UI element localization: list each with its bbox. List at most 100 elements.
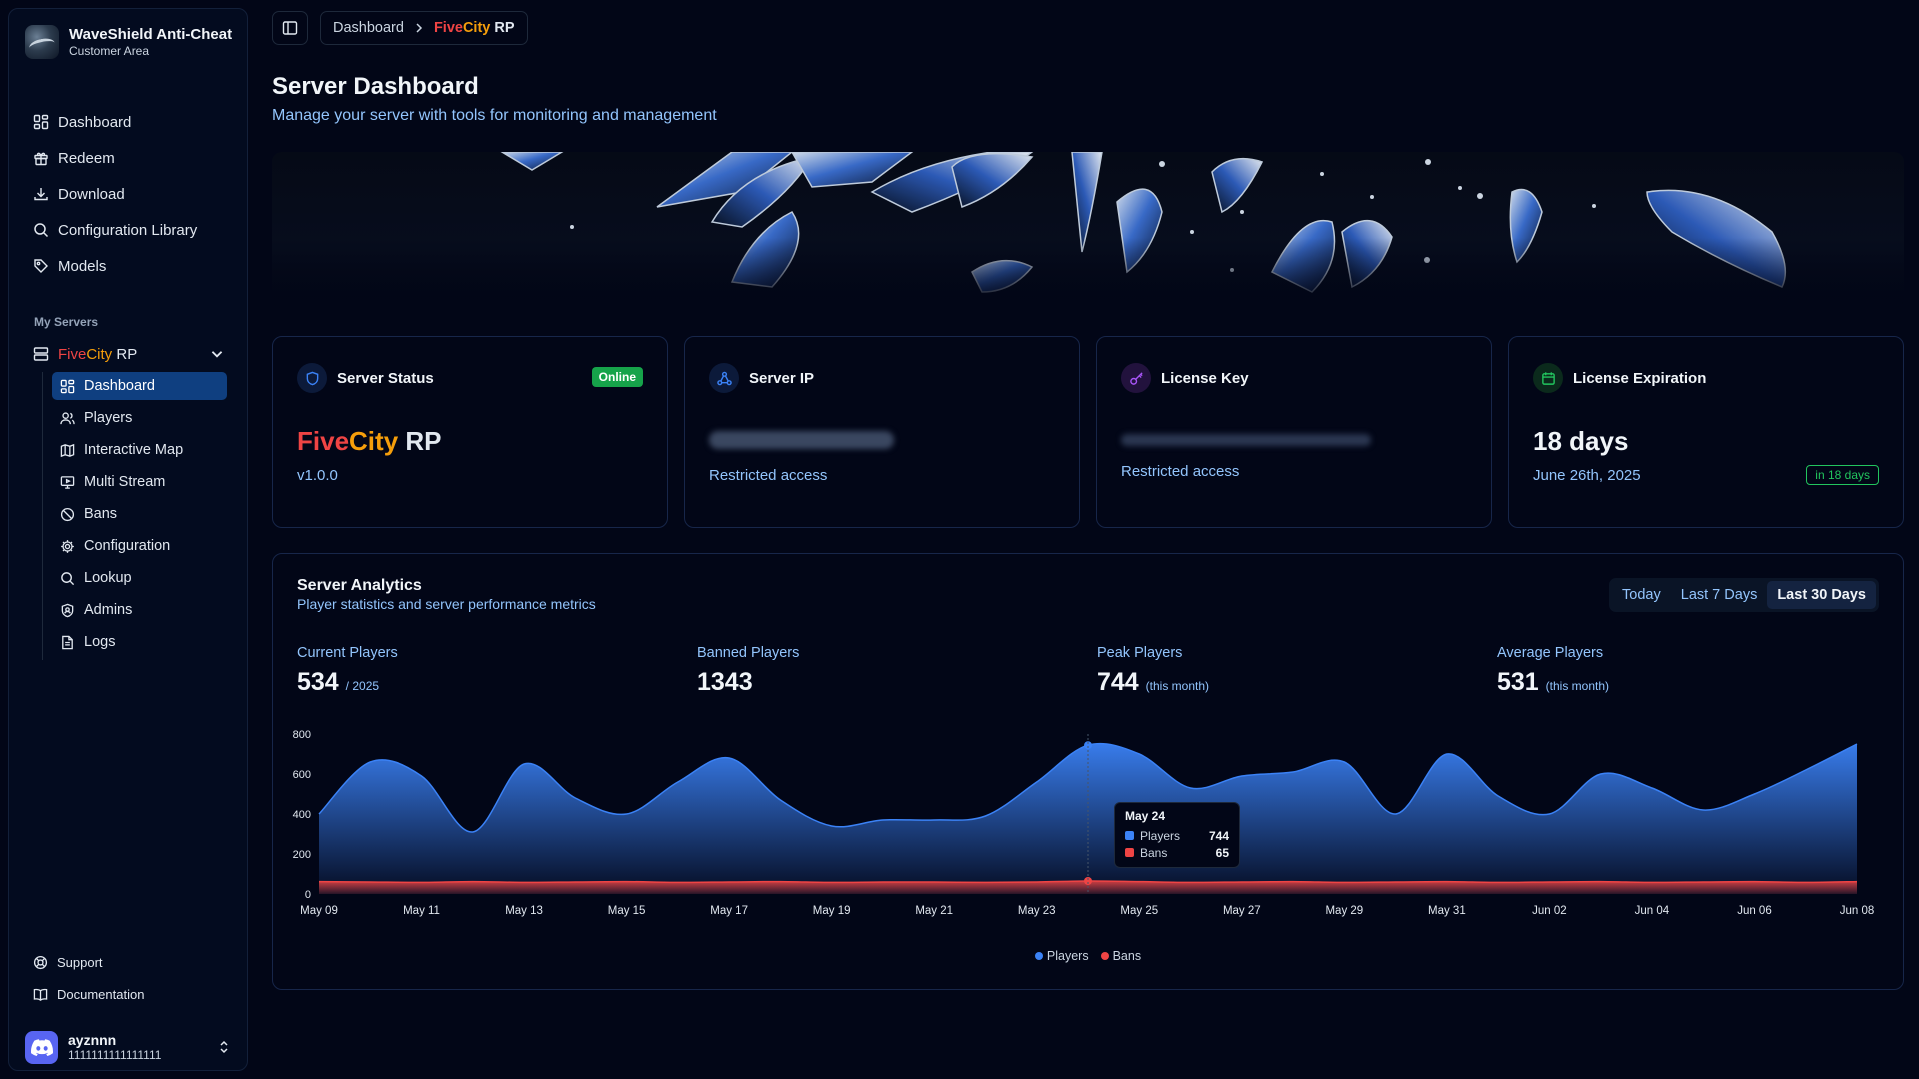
x-tick-label: May 25 [1120, 905, 1158, 917]
server-selector[interactable]: FiveCity RP [17, 338, 239, 370]
players-bans-area-chart[interactable]: 0 200 400 600 800 May 09 May 11 May 13 May 15 May… [273, 714, 1903, 946]
data-point-players [1084, 741, 1092, 750]
server-analytics-panel: Server Analytics Player statistics and s… [272, 553, 1904, 990]
server-nav-configuration[interactable]: Configuration [52, 532, 227, 560]
x-tick-label: Jun 08 [1840, 905, 1875, 917]
nav-item-download[interactable]: Download [17, 176, 239, 212]
nav-item-label: Download [58, 185, 125, 203]
stat-value: 534 [297, 668, 339, 696]
legend-item-bans[interactable]: Bans [1100, 949, 1142, 963]
card-title: License Expiration [1573, 369, 1707, 387]
server-nav-bans[interactable]: Bans [52, 500, 227, 528]
server-nav-interactive-map[interactable]: Interactive Map [52, 436, 227, 464]
x-tick-label: May 17 [710, 905, 748, 917]
server-nav-lookup[interactable]: Lookup [52, 564, 227, 592]
search-icon [33, 222, 49, 238]
nav-item-configuration-library[interactable]: Configuration Library [17, 212, 239, 248]
map-icon [60, 443, 75, 458]
y-tick-label: 0 [305, 889, 311, 901]
footer-item-support[interactable]: Support [17, 946, 239, 978]
hero-banner-image [272, 152, 1904, 308]
server-nav-label: Multi Stream [84, 474, 166, 490]
range-today-button[interactable]: Today [1622, 587, 1661, 603]
x-tick-label: Jun 06 [1737, 905, 1772, 917]
server-nav-dashboard[interactable]: Dashboard [52, 372, 227, 400]
card-title: License Key [1161, 369, 1249, 387]
chevrons-up-down-icon [217, 1039, 231, 1055]
y-tick-label: 200 [293, 849, 311, 861]
chevron-down-icon [209, 346, 225, 362]
x-tick-label: May 21 [915, 905, 953, 917]
footer-nav: Support Documentation [17, 946, 239, 1010]
stat-peak-players: Peak Players 744 (this month) [1097, 645, 1209, 697]
y-tick-label: 400 [293, 809, 311, 821]
waveshield-logo [25, 25, 59, 59]
user-name: ayznnn [68, 1032, 117, 1048]
stat-banned-players: Banned Players 1343 [697, 645, 799, 697]
status-badge: Online [591, 367, 643, 387]
support-icon [33, 955, 48, 970]
tooltip-value: 744 [1208, 828, 1229, 843]
restricted-note: Restricted access [1121, 463, 1240, 480]
stat-average-players: Average Players 531 (this month) [1497, 645, 1609, 697]
server-name: FiveCity RP [297, 426, 442, 456]
server-nav-label: Logs [84, 634, 116, 650]
server-nav-admins[interactable]: Admins [52, 596, 227, 624]
main-nav: Dashboard Redeem Download Configuration … [17, 104, 239, 284]
chart-tooltip: May 24 Players 744 Bans 65 [1114, 802, 1240, 868]
legend-label: Bans [1112, 949, 1142, 963]
chevron-right-icon [414, 22, 424, 34]
brand-subtitle: Customer Area [69, 43, 150, 58]
gear-icon [60, 539, 75, 554]
user-menu[interactable]: ayznnn 1111111111111111 [25, 1025, 241, 1069]
tooltip-value: 65 [1215, 845, 1229, 860]
page-title: Server Dashboard [272, 73, 479, 100]
breadcrumb-dashboard[interactable]: Dashboard [333, 20, 404, 36]
x-tick-label: Jun 02 [1532, 905, 1567, 917]
nav-item-models[interactable]: Models [17, 248, 239, 284]
x-tick-label: May 23 [1018, 905, 1056, 917]
server-nav-label: Interactive Map [84, 442, 184, 458]
footer-item-documentation[interactable]: Documentation [17, 978, 239, 1010]
network-icon [709, 363, 739, 393]
data-point-bans [1084, 877, 1092, 885]
file-icon [60, 635, 75, 650]
nav-item-label: Redeem [58, 149, 115, 167]
server-nav-logs[interactable]: Logs [52, 628, 227, 656]
server-nav-label: Lookup [84, 570, 132, 586]
sidebar-toggle-button[interactable] [272, 11, 308, 45]
tooltip-row-bans: Bans 65 [1125, 844, 1229, 861]
range-30-days-button[interactable]: Last 30 Days [1767, 581, 1876, 609]
footer-item-label: Support [57, 954, 103, 970]
license-key-card: License Key Restricted access [1096, 336, 1492, 528]
legend-label: Players [1046, 949, 1089, 963]
card-title: Server IP [749, 369, 815, 387]
range-7-days-button[interactable]: Last 7 Days [1680, 587, 1758, 603]
server-icon [33, 346, 49, 362]
search-icon [60, 571, 75, 586]
stat-value: 531 [1497, 668, 1539, 696]
brand[interactable]: WaveShield Anti-Cheat Customer Area [25, 25, 232, 59]
server-nav-multi-stream[interactable]: Multi Stream [52, 468, 227, 496]
sidebar-panel-icon [282, 20, 298, 36]
legend-dot [1034, 952, 1043, 960]
x-tick-label: May 15 [608, 905, 646, 917]
nav-item-dashboard[interactable]: Dashboard [17, 104, 239, 140]
x-tick-label: May 27 [1223, 905, 1261, 917]
nav-item-redeem[interactable]: Redeem [17, 140, 239, 176]
analytics-subtitle: Player statistics and server performance… [297, 596, 596, 612]
shield-icon [297, 363, 327, 393]
bans-swatch [1125, 848, 1134, 857]
key-icon [1121, 363, 1151, 393]
tag-icon [33, 258, 49, 274]
page-subtitle: Manage your server with tools for monito… [272, 107, 717, 124]
stat-value: 1343 [697, 668, 753, 696]
shield-icon [60, 603, 75, 618]
x-tick-label: May 13 [505, 905, 543, 917]
legend-item-players[interactable]: Players [1034, 949, 1089, 963]
user-id: 1111111111111111 [68, 1048, 162, 1062]
legend-dot [1100, 952, 1109, 960]
server-nav-players[interactable]: Players [52, 404, 227, 432]
nav-item-label: Dashboard [58, 113, 132, 131]
redacted-license-key [1121, 434, 1371, 446]
